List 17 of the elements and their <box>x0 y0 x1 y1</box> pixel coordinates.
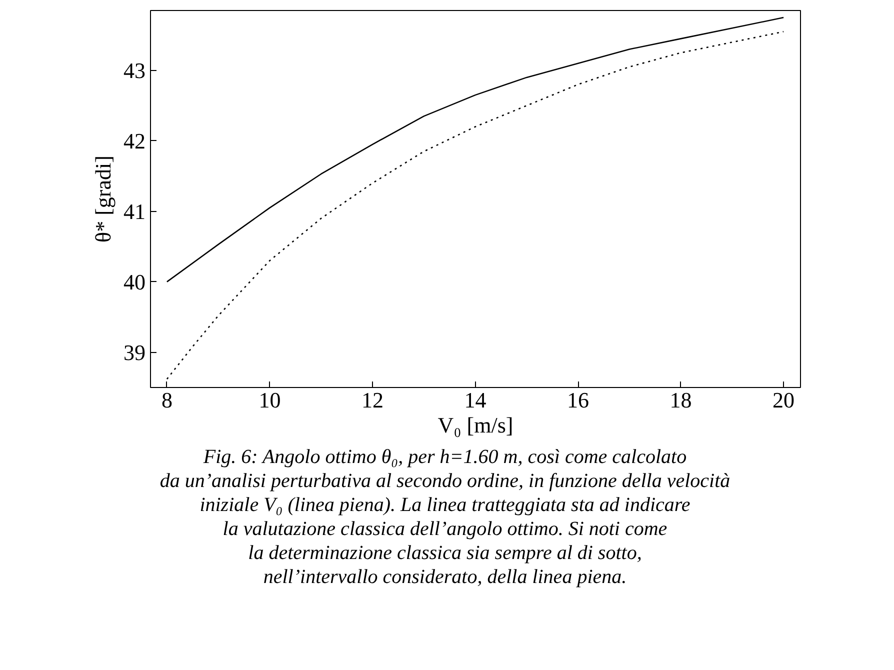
x-tick-label: 12 <box>361 388 384 412</box>
y-tick-label: 39 <box>124 340 146 365</box>
x-tick-label: 8 <box>161 388 172 412</box>
y-tick-label: 41 <box>124 198 146 224</box>
x-tick-label: 16 <box>567 388 590 412</box>
caption: Fig. 6: Angolo ottimo θ₀, per h=1.60 m, così come calcolato da un’analisi perturbativa al secondo ordine, in funzione della velocità iniziale V₀ (linea piena). La linea tratteggiata sta ad indicare la valutazione classica dell’angolo ottimo. Si noti come la determinazione classica sia sempre al di sotto, nell’intervallo considerato, della linea piena. <box>160 445 730 589</box>
x-tick-label: 10 <box>258 388 281 412</box>
line-series <box>166 16 784 282</box>
line-series <box>166 30 784 380</box>
y-tick-label: 43 <box>124 58 146 83</box>
y-tick-label: 42 <box>124 128 146 154</box>
y-tick-label: 40 <box>124 269 146 294</box>
x-axis-title: V₀ [m/s] <box>438 412 514 438</box>
y-axis-title: θ* [gradi] <box>90 156 116 242</box>
x-tick-label: 20 <box>772 388 795 412</box>
x-tick-label: 14 <box>464 388 486 412</box>
x-tick-label: 18 <box>670 388 692 412</box>
